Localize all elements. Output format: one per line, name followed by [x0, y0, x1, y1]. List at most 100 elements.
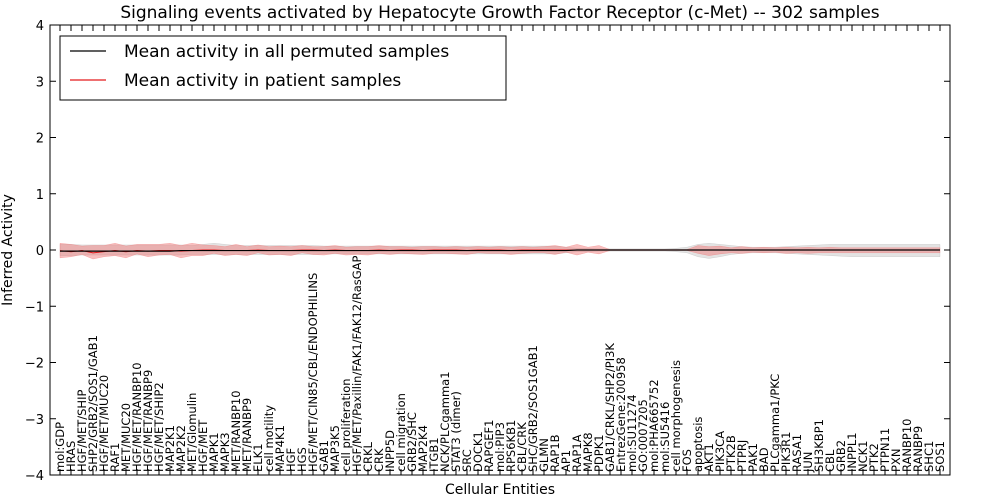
y-tick-label: 1: [36, 188, 44, 203]
x-tick-label: PLCgamma1/PKC: [768, 374, 782, 472]
x-tick-label: CRK: [372, 448, 386, 472]
x-tick-label: cell motility: [262, 405, 276, 472]
x-tick-label: GLMN: [537, 438, 551, 472]
x-tick-label: mol:PIP3: [493, 422, 507, 472]
x-tick-label: MET/Glomulin: [185, 393, 199, 472]
y-tick-label: −2: [25, 357, 44, 372]
x-tick-label: cell morphogenesis: [669, 360, 683, 472]
x-tick-label: MAP4K1: [273, 425, 287, 472]
x-tick-label: AP1: [559, 450, 573, 472]
x-tick-label: SOS1: [933, 441, 947, 472]
x-tick-label: CBL: [823, 449, 837, 472]
x-tick-label: mol:PHA665752: [647, 379, 661, 472]
x-tick-label: AKT1: [702, 443, 716, 472]
x-tick-label: RAP1A: [570, 434, 584, 472]
x-tick-label: RANBP10: [900, 419, 914, 472]
x-tick-label: GRB2/SHC: [405, 412, 419, 472]
x-tick-label: HGF/MET/RANBP9: [141, 370, 155, 472]
x-axis: mol:GDPHRASHGF/MET/SHIPSHP2/GRB2/SOS1/GA…: [53, 25, 947, 475]
x-tick-label: ELK1: [251, 443, 265, 472]
x-tick-label: GAB1: [317, 440, 331, 472]
x-tick-label: HGF/MET/MUC20: [97, 375, 111, 472]
x-tick-label: PXN: [889, 449, 903, 472]
x-tick-label: PTPRJ: [735, 440, 749, 472]
x-tick-label: HGF/MET: [196, 419, 210, 472]
x-tick-label: mol:SU5416: [658, 402, 672, 472]
x-tick-label: MET/RANBP9: [240, 398, 254, 472]
x-tick-label: HGS: [295, 447, 309, 472]
x-tick-label: NCK/PLCgamma1: [438, 371, 452, 472]
x-tick-label: EntrezGene:200958: [614, 357, 628, 472]
legend-box: [59, 35, 507, 101]
x-tick-label: RAPGEF1: [482, 420, 496, 472]
x-tick-label: GO:0007205: [636, 399, 650, 472]
x-tick-label: HGF/MET/Paxillin/FAK1/FAK12/RasGAP: [350, 255, 364, 472]
x-tick-label: BAD: [757, 447, 771, 472]
x-tick-label: PIK3R1: [779, 432, 793, 473]
x-tick-label: PIK3CA: [713, 431, 727, 472]
x-tick-label: ITGB1: [427, 437, 441, 472]
x-tick-label: HGF: [284, 448, 298, 472]
x-tick-label: MET/RANBP10: [229, 390, 243, 472]
x-tick-label: GRB2: [834, 440, 848, 472]
x-tick-label: HGF/MET/SHIP2: [152, 382, 166, 472]
x-tick-label: RAP1B: [548, 434, 562, 472]
legend-label-permuted: Mean activity in all permuted samples: [124, 42, 449, 62]
x-axis-label: Cellular Entities: [445, 482, 555, 498]
x-tick-label: MAP2K4: [416, 425, 430, 472]
x-tick-label: NCK1: [856, 441, 870, 473]
series-lines: [59, 249, 940, 254]
x-tick-label: RPS6KB1: [504, 420, 518, 472]
x-tick-label: HGF/MET/CIN85/CBL/ENDOPHILINS: [306, 273, 320, 472]
x-tick-label: RAF1: [108, 443, 122, 472]
x-tick-label: PAK1: [746, 443, 760, 472]
x-tick-label: MAPK1: [207, 432, 221, 472]
y-tick-label: −3: [25, 413, 44, 428]
y-tick-label: −1: [25, 300, 44, 315]
x-tick-label: JUN: [801, 452, 815, 473]
x-tick-label: PTK2: [867, 443, 881, 472]
x-tick-label: FOS: [680, 449, 694, 472]
x-tick-label: CRKL: [361, 441, 375, 472]
x-tick-label: SRC: [460, 449, 474, 472]
y-tick-label: 4: [36, 19, 44, 34]
x-tick-label: STAT3 (dimer): [449, 391, 463, 472]
x-tick-label: MAPK8: [581, 432, 595, 472]
y-tick-label: 2: [36, 132, 44, 147]
x-tick-label: SH3KBP1: [812, 419, 826, 472]
x-tick-label: INPP5D: [383, 430, 397, 472]
x-tick-label: GAB1/CRKL/SHP2/PI3K: [603, 343, 617, 472]
x-tick-label: MAP2K2: [174, 425, 188, 472]
x-tick-label: mol:SU11274: [625, 394, 639, 472]
x-tick-label: MET/MUC20: [119, 403, 133, 472]
x-tick-label: HRAS: [64, 441, 78, 472]
x-tick-label: DOCK1: [471, 431, 485, 472]
x-tick-label: SHC/GRB2/SOS1GAB1: [526, 345, 540, 472]
line-permuted: [60, 249, 940, 252]
x-tick-label: MAP2K1: [163, 425, 177, 472]
x-tick-label: CBL/CRK: [515, 422, 529, 472]
y-axis: −4 −3 −2 −1 0 1 2 3 4: [25, 19, 950, 484]
chart-title: Signaling events activated by Hepatocyte…: [120, 3, 879, 23]
x-tick-label: mol:GDP: [53, 422, 67, 472]
x-tick-label: MAPK3: [218, 432, 232, 472]
y-tick-label: 3: [36, 75, 44, 90]
x-tick-label: SHC1: [922, 441, 936, 472]
x-tick-label: PTK2B: [724, 435, 738, 472]
x-tick-label: PTPN11: [878, 428, 892, 472]
x-tick-label: HGF/MET/SHIP: [75, 390, 89, 472]
x-tick-label: cell migration: [394, 393, 408, 472]
legend: Mean activity in all permuted samples Me…: [59, 35, 507, 101]
y-axis-label: Inferred Activity: [0, 194, 16, 306]
x-tick-label: MAP3K5: [328, 425, 342, 472]
y-tick-label: −4: [25, 469, 44, 484]
x-tick-label: INPPL1: [845, 432, 859, 472]
x-tick-label: apoptosis: [691, 417, 705, 472]
legend-label-patient: Mean activity in patient samples: [124, 71, 401, 91]
y-tick-label: 0: [36, 244, 44, 259]
x-tick-label: SHP2/GRB2/SOS1/GAB1: [86, 335, 100, 472]
x-tick-label: PDPK1: [592, 434, 606, 472]
x-tick-label: HGF/MET/RANBP10: [130, 362, 144, 472]
